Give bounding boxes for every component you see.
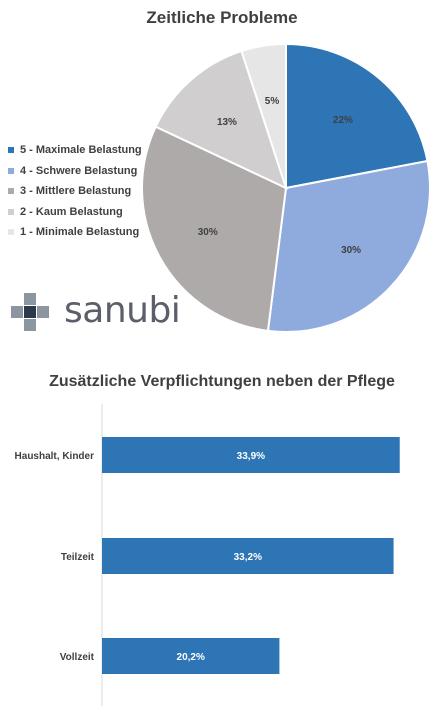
pie-slice	[285, 42, 429, 190]
bar-data-label: 33,9%	[237, 451, 265, 462]
legend-item: 4 - Schwere Belastung	[8, 161, 142, 182]
bar-category-label: Teilzeit	[61, 552, 95, 563]
legend-label: 3 - Mittlere Belastung	[20, 185, 132, 198]
legend-label: 5 - Maximale Belastung	[20, 144, 142, 157]
pie-chart-title: Zeitliche Probleme	[146, 8, 298, 27]
legend-swatch	[8, 208, 14, 215]
bar-category-label: Haushalt, Kinder	[15, 451, 95, 462]
pie-slice-label: 5%	[265, 96, 280, 107]
legend-item: 1 - Minimale Belastung	[8, 222, 142, 243]
pie-slice	[141, 125, 288, 332]
bar-data-label: 33,2%	[234, 552, 262, 563]
pie-slice-label: 30%	[198, 227, 218, 238]
bar-data-label: 20,2%	[177, 652, 205, 663]
bar	[102, 638, 280, 674]
pie-legend: 5 - Maximale Belastung 4 - Schwere Belas…	[8, 140, 142, 243]
legend-label: 4 - Schwere Belastung	[20, 164, 138, 177]
pie-slice	[154, 49, 288, 190]
legend-swatch	[8, 147, 14, 154]
pie-slice-label: 22%	[333, 115, 353, 126]
bar-category-label: Vollzeit	[60, 652, 95, 663]
sanubi-logo-mark-icon	[11, 293, 49, 331]
legend-item: 5 - Maximale Belastung	[8, 140, 142, 161]
sanubi-logo: sanubi	[8, 290, 208, 335]
bar	[102, 538, 394, 574]
pie-slice-label: 30%	[341, 245, 361, 256]
bar	[102, 437, 400, 473]
legend-label: 1 - Minimale Belastung	[20, 226, 140, 239]
sanubi-logo-text: sanubi	[64, 290, 181, 331]
legend-item: 3 - Mittlere Belastung	[8, 181, 142, 202]
legend-swatch	[8, 188, 14, 195]
pie-slice	[240, 42, 287, 189]
pie-chart: 22% 30% 30% 13% 5%	[141, 42, 431, 333]
legend-label: 2 - Kaum Belastung	[20, 205, 123, 218]
pie-slice-label: 13%	[217, 117, 237, 128]
legend-item: 2 - Kaum Belastung	[8, 202, 142, 223]
legend-swatch	[8, 167, 14, 174]
legend-swatch	[8, 229, 14, 236]
bar-chart-title: Zusätzliche Verpflichtungen neben der Pf…	[49, 373, 395, 390]
pie-slice	[266, 159, 431, 333]
